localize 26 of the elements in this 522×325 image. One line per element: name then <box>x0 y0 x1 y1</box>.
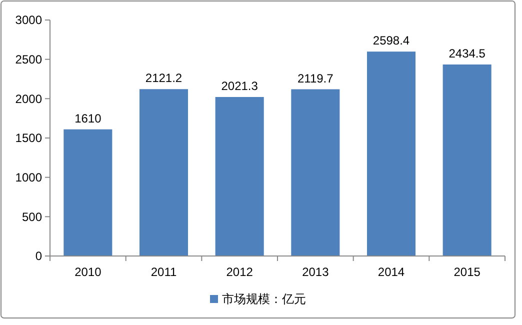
data-label: 2434.5 <box>448 46 486 60</box>
data-label: 2121.2 <box>145 71 182 86</box>
x-tick-label: 2014 <box>378 265 405 279</box>
x-tick-label: 2013 <box>302 265 330 279</box>
y-tick-label: 2000 <box>15 92 42 106</box>
x-tick-label: 2012 <box>226 265 254 279</box>
legend-label: 市场规模：亿元 <box>222 292 306 306</box>
y-tick-label: 3000 <box>15 13 42 28</box>
bar <box>64 129 112 256</box>
data-label: 2119.7 <box>298 71 334 86</box>
y-tick-label: 1500 <box>15 131 42 146</box>
x-tick-label: 2011 <box>150 265 177 279</box>
bar <box>442 64 492 256</box>
y-tick-label: 0 <box>35 249 42 264</box>
y-tick-label: 1000 <box>15 170 42 185</box>
x-tick-label: 2015 <box>454 265 481 279</box>
data-label: 2598.4 <box>372 34 410 48</box>
data-label: 2021.3 <box>221 78 258 93</box>
bar <box>215 96 264 256</box>
y-tick-label: 500 <box>22 210 42 224</box>
y-tick-label: 2500 <box>15 52 42 67</box>
data-label: 1610 <box>74 111 102 126</box>
bar <box>291 89 340 256</box>
x-tick-label: 2010 <box>74 265 102 279</box>
bar <box>139 89 188 256</box>
bar <box>366 52 416 256</box>
